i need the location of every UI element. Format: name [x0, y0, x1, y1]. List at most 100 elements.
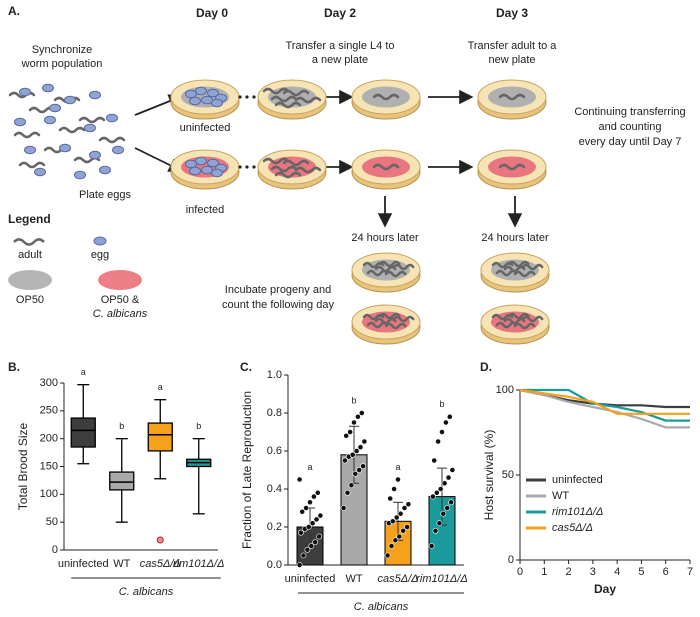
- y-axis-label: Host survival (%): [482, 430, 496, 521]
- x-tick-label: 6: [663, 566, 669, 578]
- data-point: [340, 505, 347, 511]
- day-header: Day 2: [324, 6, 356, 20]
- sig-letter: a: [395, 462, 400, 472]
- data-point: [400, 527, 407, 534]
- data-point: [446, 413, 453, 420]
- data-point: [436, 520, 443, 527]
- worm: [513, 270, 536, 278]
- panel-label: B.: [8, 360, 20, 374]
- data-point: [356, 467, 363, 473]
- data-point: [433, 489, 440, 496]
- data-point: [388, 543, 395, 549]
- note: Transfer adult to a: [468, 40, 558, 52]
- data-point: [432, 527, 439, 534]
- day-header: Day 0: [196, 6, 228, 20]
- egg: [74, 170, 86, 180]
- egg: [195, 86, 207, 96]
- y-tick-label: 150: [40, 460, 58, 472]
- worm: [270, 95, 298, 103]
- egg: [24, 145, 36, 155]
- y-tick-label: 250: [40, 405, 58, 417]
- worm: [294, 96, 322, 104]
- survival-line: [520, 388, 690, 422]
- data-point: [360, 463, 366, 470]
- lawn: [362, 156, 410, 178]
- worm: [78, 116, 106, 124]
- egg: [44, 115, 56, 125]
- data-point: [297, 529, 304, 536]
- note: count the following day: [222, 299, 334, 311]
- data-point: [431, 457, 438, 464]
- panel-a: A. Synchronize worm population Plate egg…: [8, 4, 686, 320]
- y-tick-label: 0.8: [267, 407, 282, 419]
- data-point: [303, 505, 309, 511]
- data-point: [317, 512, 324, 519]
- data-point: [357, 444, 364, 451]
- egg: [207, 158, 219, 168]
- note: new plate: [488, 54, 535, 66]
- data-point: [395, 476, 401, 483]
- egg: [19, 87, 31, 97]
- worm: [374, 317, 397, 325]
- data-point: [307, 499, 313, 506]
- worm: [18, 161, 46, 169]
- data-point: [341, 457, 348, 464]
- y-tick-label: 100: [496, 384, 514, 396]
- legend-title: Legend: [8, 212, 51, 226]
- data-point: [347, 429, 353, 435]
- worm: [384, 322, 407, 330]
- data-point: [296, 562, 303, 568]
- worm: [294, 166, 322, 174]
- survival-line: [519, 388, 690, 429]
- data-point: [314, 489, 321, 496]
- legend-text: adult: [18, 249, 42, 261]
- worm: [282, 89, 310, 97]
- data-point: [445, 474, 452, 481]
- worm: [503, 265, 526, 273]
- ellipsis-dot: [252, 95, 256, 99]
- x-tick-label: cas5Δ/Δ: [377, 573, 418, 585]
- worm: [507, 312, 530, 320]
- data-point: [405, 501, 412, 508]
- data-point: [397, 510, 404, 517]
- egg: [195, 156, 207, 166]
- y-tick-label: 0.2: [267, 521, 282, 533]
- egg: [14, 117, 26, 127]
- legend-text: OP50: [16, 294, 44, 306]
- data-point: [441, 480, 448, 487]
- lawn: [488, 156, 536, 178]
- note: Continuing transferring: [574, 106, 685, 118]
- data-point: [316, 533, 322, 540]
- worm: [498, 163, 526, 171]
- op50-ca-icon: [98, 270, 142, 290]
- data-point: [401, 505, 408, 511]
- data-point: [448, 499, 454, 506]
- legend-label: rim101Δ/Δ: [552, 506, 603, 518]
- x-axis-label: Day: [594, 582, 616, 596]
- y-tick-label: 1.0: [267, 369, 282, 381]
- data-point: [353, 448, 360, 454]
- data-point: [309, 520, 316, 527]
- x-tick-label: 7: [687, 566, 693, 578]
- sig-letter: a: [307, 462, 312, 472]
- data-point: [389, 518, 396, 525]
- x-tick-label: uninfected: [285, 573, 336, 585]
- data-point: [349, 451, 356, 458]
- ellipsis-dot: [245, 165, 249, 169]
- group-label: C. albicans: [354, 601, 409, 613]
- y-tick-label: 0.4: [267, 483, 282, 495]
- data-point: [352, 470, 359, 477]
- egg: [207, 88, 219, 98]
- data-point: [313, 516, 320, 523]
- y-tick-label: 100: [40, 488, 58, 500]
- egg: [201, 165, 213, 175]
- uninfected-label: uninfected: [180, 122, 231, 134]
- worm: [513, 322, 536, 330]
- data-point: [343, 432, 350, 439]
- egg: [34, 167, 46, 177]
- lawn: [362, 86, 410, 108]
- later: 24 hours later: [351, 232, 419, 244]
- y-tick-label: 0.6: [267, 445, 282, 457]
- sig-letter: b: [196, 421, 201, 431]
- data-point: [296, 476, 303, 483]
